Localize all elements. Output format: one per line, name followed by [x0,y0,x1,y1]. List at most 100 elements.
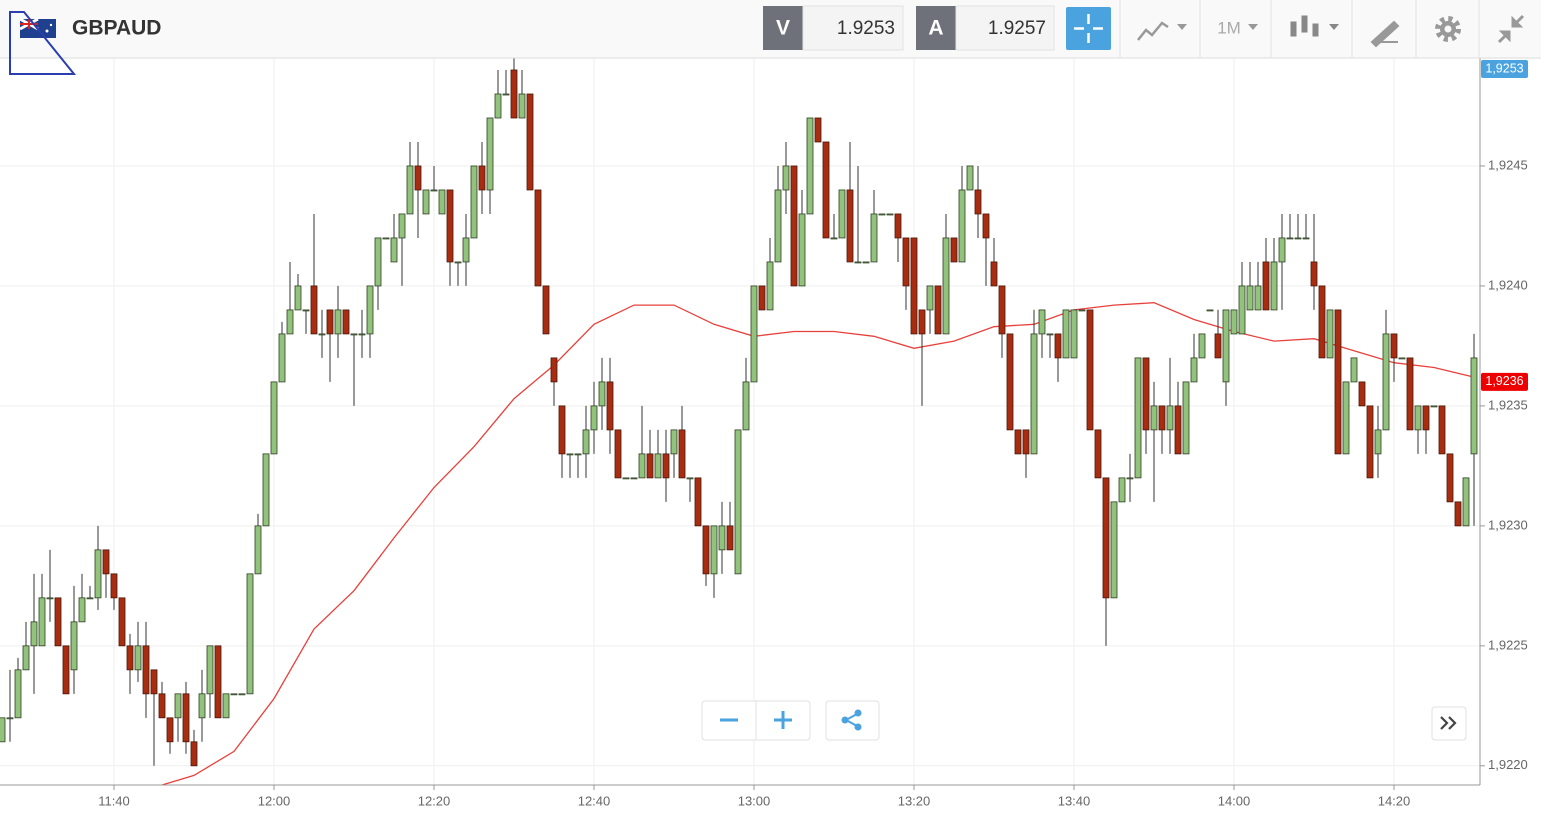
crosshair-icon [1074,14,1103,43]
caret [1329,24,1339,30]
candle-body-down [326,309,334,335]
candle-body-up [70,621,78,671]
candle-body-up [30,621,38,647]
candle-body-up [1206,309,1214,312]
candle-body-down [118,597,126,647]
candle-body-up [1230,309,1238,335]
candle-body-up [870,213,878,263]
candle-body-down [1262,261,1270,311]
candle-body-down [1022,429,1030,455]
y-tick-label: 1,9230 [1488,517,1528,532]
candle-body-down [62,645,70,695]
y-tick-label: 1,9240 [1488,277,1528,292]
candle-body-down [446,189,454,263]
timeframe-button[interactable]: 1M [1217,18,1258,37]
candle-body-down [1422,405,1430,431]
candle-body-up [782,165,790,191]
candle-body-up [854,261,862,264]
candle-body-up [246,573,254,695]
candle-body-up [470,165,478,239]
x-tick-label: 12:40 [578,793,611,808]
candle-body-up [238,693,246,696]
price-tag-bg [1481,60,1528,78]
candle-body-up [1118,477,1126,503]
candle-body-up [286,309,294,335]
candle-body-down [158,693,166,719]
candle-body-up [134,645,142,671]
candle-body-down [558,405,566,455]
drawing-button[interactable] [1370,20,1400,48]
candle-body-up [1126,477,1134,480]
candle-body-up [78,597,86,623]
candle-body-up [198,693,206,719]
candle-body-down [990,261,998,287]
candle-body-up [502,93,510,96]
candle-body-down [214,645,222,719]
candle-body-down [998,285,1006,335]
candle-body-down [150,669,158,695]
candle-body-up [262,453,270,527]
x-tick-label: 11:40 [98,793,130,808]
candle-body-down [1446,453,1454,503]
candle-body-down [950,237,958,263]
candle-body-down [550,357,558,383]
candle-body-up [1430,405,1438,408]
candle-style-button[interactable] [1290,15,1339,37]
candle-body-down [982,213,990,239]
candle-body-up [798,213,806,287]
candle-body-up [654,453,662,479]
share-dot [841,716,849,724]
candle-body-up [518,93,526,119]
candle-body-up [1278,237,1286,263]
share-button[interactable] [825,700,880,741]
candle-body-up [886,213,894,216]
candle-body-down [1014,429,1022,455]
candle-body-down [182,693,190,743]
candle-body-down [190,741,198,767]
candle-body-up [350,333,358,336]
candle-body-up [838,189,846,239]
candle-body-up [830,237,838,240]
candle-body-up [1374,429,1382,455]
candle-body-down [142,645,150,695]
ask-box[interactable]: A 1.9257 [916,5,1055,51]
candle-body-up [430,189,438,192]
candle-body-up [1190,357,1198,383]
candle-body-up [1270,261,1278,311]
chart-type-button[interactable] [1137,21,1187,41]
candle-body-up [6,717,14,720]
candle-body-down [902,237,910,287]
scroll-end-button[interactable] [1431,706,1467,741]
axes-layer: 1,9220 1,9225 1,9230 1,9235 1,9240 1,9245 11:4… [0,58,1528,808]
candle-body-up [230,693,238,696]
candle-body-down [1094,429,1102,479]
candle-icon [1312,23,1319,37]
candle-body-down [1318,285,1326,359]
ask-value: 1.9257 [988,18,1046,39]
settings-button[interactable] [1435,16,1461,42]
y-tick-label: 1,9220 [1488,757,1528,772]
candle-body-down [1142,357,1150,431]
candle-body-up [294,285,302,311]
candle-body-down [1454,501,1462,527]
x-tick-label: 13:20 [898,793,931,808]
x-tick-label: 14:00 [1218,793,1251,808]
share-dot [854,723,862,731]
y-tick-label: 1,9225 [1488,637,1528,652]
candle-body-up [462,237,470,263]
candle-body-down [846,189,854,263]
candle-body-down [910,237,918,335]
bid-box[interactable]: V 1.9253 [763,5,904,51]
price-tag-bg [1481,372,1528,391]
crosshair-button[interactable] [1066,7,1111,50]
candle-body-up [358,333,366,336]
candle-body-down [662,453,670,479]
zoom-in[interactable] [774,711,792,729]
candle-body-up [742,381,750,431]
ask-label-bg [916,6,956,50]
candle-body-down [934,285,942,335]
collapse-button[interactable] [1497,14,1525,44]
candle-body-up [958,189,966,263]
candle-body-down [1086,309,1094,431]
candle-body-down [790,165,798,287]
